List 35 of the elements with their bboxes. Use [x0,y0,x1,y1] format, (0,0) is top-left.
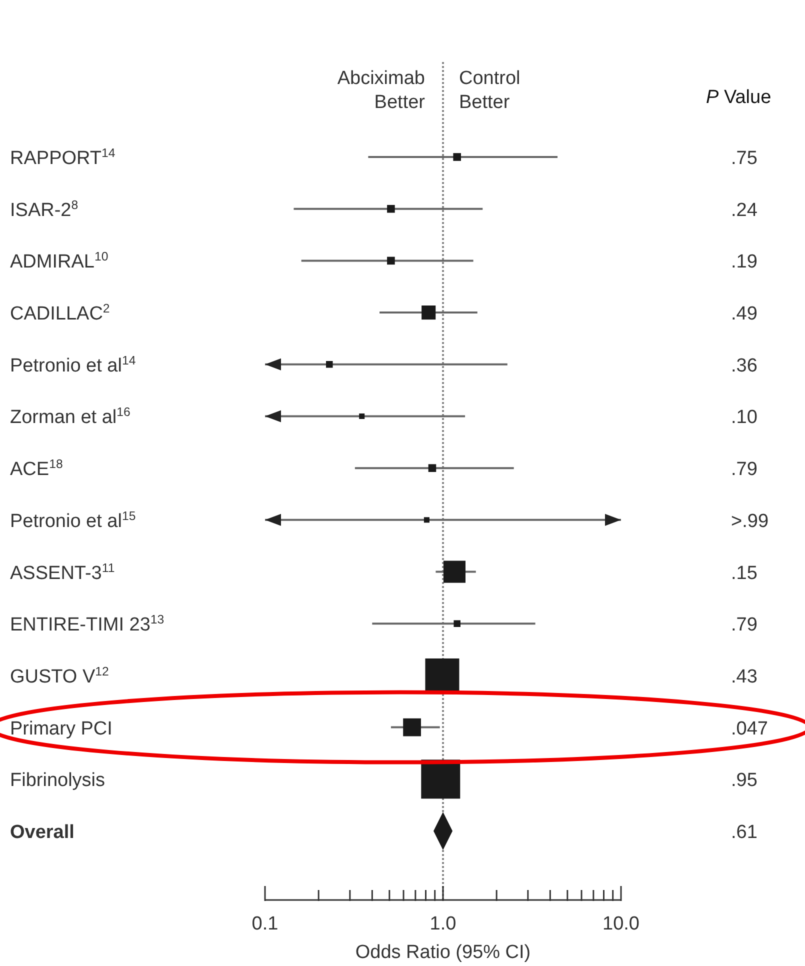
text: .10 [731,407,758,428]
text: .79 [731,459,758,480]
y-tick-label: Zorman et al$^{16}$ [10,405,131,428]
text: .95 [731,770,758,792]
y-tick-label: CADILLAC$^{2}$ [10,302,110,325]
text: .49 [731,304,758,325]
x-tick-label: 10.0 [602,913,640,934]
text: .36 [731,355,758,376]
y-tick-label: GUSTO V$^{12}$ [10,664,110,688]
text: .75 [731,148,758,169]
y-tick-label: ENTIRE-TIMI 23$^{13}$ [10,612,164,636]
y-tick-label: ACE$^{18}$ [10,457,63,480]
text: Control Better [459,68,520,113]
text: .79 [731,614,758,636]
text: .047 [731,718,768,740]
y-tick-label: ADMIRAL$^{10}$ [10,250,108,273]
text: Abciximab Better [337,68,426,113]
y-tick-label: Primary PCI [10,718,112,740]
x-tick-label: 1.0 [430,913,456,934]
y-tick-label: ASSENT-3$^{11}$ [10,560,115,584]
text: P Value [706,87,772,108]
text: .19 [731,252,758,273]
text: .43 [731,666,758,688]
y-tick-label: Petronio et al$^{14}$ [10,353,136,376]
text: .61 [731,822,758,843]
x-tick-label: 0.1 [252,913,278,934]
y-tick-label: Petronio et al$^{15}$ [10,508,136,532]
x-axis-title: Odds Ratio (95% CI) [355,942,531,963]
text: .24 [731,200,758,221]
text: >.99 [731,510,769,532]
y-tick-label: Overall [10,822,74,843]
y-tick-label: Fibrinolysis [10,770,106,792]
text: .15 [731,562,758,584]
y-tick-label: ISAR-2$^{8}$ [10,198,78,221]
y-tick-label: RAPPORT$^{14}$ [10,146,116,169]
